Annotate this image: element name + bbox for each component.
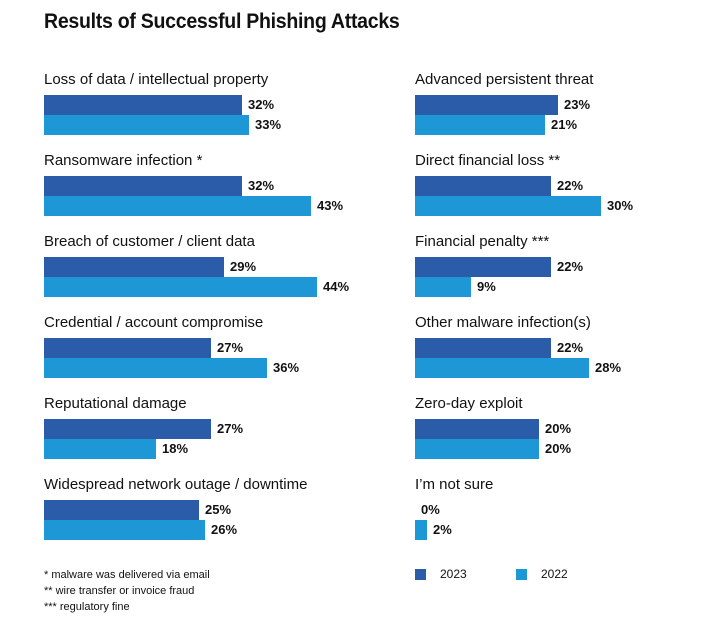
bar-2023: [44, 338, 211, 358]
category-group: I’m not sure 0% 2%: [415, 476, 705, 556]
footnote: * malware was delivered via email: [44, 569, 210, 581]
data-label-2023: 32%: [248, 178, 275, 193]
data-label-2023: 22%: [557, 178, 584, 193]
bar-2023: [44, 95, 242, 115]
bar-2022: [415, 439, 539, 459]
chart-title: Results of Successful Phishing Attacks: [44, 10, 400, 33]
data-label-2022: 43%: [317, 198, 344, 213]
bar-2023: [415, 338, 551, 358]
category-label: Loss of data / intellectual property: [44, 71, 269, 88]
category-label: Breach of customer / client data: [44, 233, 255, 250]
bar-2022: [44, 358, 267, 378]
data-label-2023: 27%: [217, 421, 244, 436]
bar-2023: [44, 257, 224, 277]
bar-2022: [415, 196, 601, 216]
category-label: I’m not sure: [415, 476, 494, 493]
category-group: Other malware infection(s) 22% 28%: [415, 314, 705, 394]
category-group: Loss of data / intellectual property 32% 3…: [44, 71, 364, 151]
legend-item-2022: 2022: [516, 567, 568, 581]
data-label-2022: 20%: [545, 441, 572, 456]
category-group: Reputational damage 27% 18%: [44, 395, 364, 475]
legend-swatch-2022: [516, 568, 527, 580]
data-label-2023: 29%: [230, 259, 257, 274]
data-label-2022: 28%: [595, 360, 622, 375]
bar-2023: [44, 500, 199, 520]
bar-2023: [44, 176, 242, 196]
category-group: Widespread network outage / downtime 25% 2…: [44, 476, 364, 556]
data-label-2022: 21%: [551, 117, 578, 132]
bar-2023: [415, 95, 558, 115]
category-group: Zero-day exploit 20% 20%: [415, 395, 705, 475]
data-label-2022: 9%: [477, 279, 496, 294]
bar-2022: [415, 520, 427, 540]
data-label-2023: 22%: [557, 259, 584, 274]
category-group: Advanced persistent threat 23% 21%: [415, 71, 705, 151]
footnote: *** regulatory fine: [44, 601, 130, 613]
data-label-2022: 30%: [607, 198, 634, 213]
bar-2022: [44, 439, 156, 459]
category-label: Ransomware infection *: [44, 152, 203, 169]
category-group: Credential / account compromise 27% 36%: [44, 314, 364, 394]
data-label-2023: 0%: [421, 502, 440, 517]
bar-2023: [415, 257, 551, 277]
category-label: Zero-day exploit: [415, 395, 523, 412]
legend-label-2023: 2023: [440, 567, 467, 581]
data-label-2023: 20%: [545, 421, 572, 436]
footnote: ** wire transfer or invoice fraud: [44, 585, 195, 597]
legend-swatch-2023: [415, 568, 426, 580]
bar-2023: [44, 419, 211, 439]
data-label-2022: 26%: [211, 522, 238, 537]
bar-2022: [415, 277, 471, 297]
data-label-2022: 44%: [323, 279, 350, 294]
category-group: Ransomware infection * 32% 43%: [44, 152, 364, 232]
bar-2022: [415, 358, 589, 378]
data-label-2023: 25%: [205, 502, 232, 517]
category-label: Widespread network outage / downtime: [44, 476, 308, 493]
bar-2022: [44, 115, 249, 135]
category-label: Reputational damage: [44, 395, 187, 412]
data-label-2023: 27%: [217, 340, 244, 355]
data-label-2022: 2%: [433, 522, 452, 537]
bar-2023: [415, 176, 551, 196]
data-label-2023: 23%: [564, 97, 591, 112]
category-group: Financial penalty *** 22% 9%: [415, 233, 705, 313]
category-label: Advanced persistent threat: [415, 71, 594, 88]
legend-item-2023: 2023: [415, 567, 467, 581]
category-label: Credential / account compromise: [44, 314, 264, 331]
data-label-2023: 32%: [248, 97, 275, 112]
bar-2022: [44, 520, 205, 540]
bar-2022: [44, 277, 317, 297]
bar-2023: [415, 419, 539, 439]
footnotes: * malware was delivered via email ** wir…: [44, 567, 210, 615]
category-group: Breach of customer / client data 29% 44%: [44, 233, 364, 313]
data-label-2022: 33%: [255, 117, 282, 132]
category-label: Direct financial loss **: [415, 152, 561, 169]
category-label: Financial penalty ***: [415, 233, 550, 250]
category-label: Other malware infection(s): [415, 314, 591, 331]
category-group: Direct financial loss ** 22% 30%: [415, 152, 705, 232]
legend-label-2022: 2022: [541, 567, 568, 581]
bar-2022: [44, 196, 311, 216]
data-label-2023: 22%: [557, 340, 584, 355]
bar-2022: [415, 115, 545, 135]
data-label-2022: 18%: [162, 441, 189, 456]
data-label-2022: 36%: [273, 360, 300, 375]
